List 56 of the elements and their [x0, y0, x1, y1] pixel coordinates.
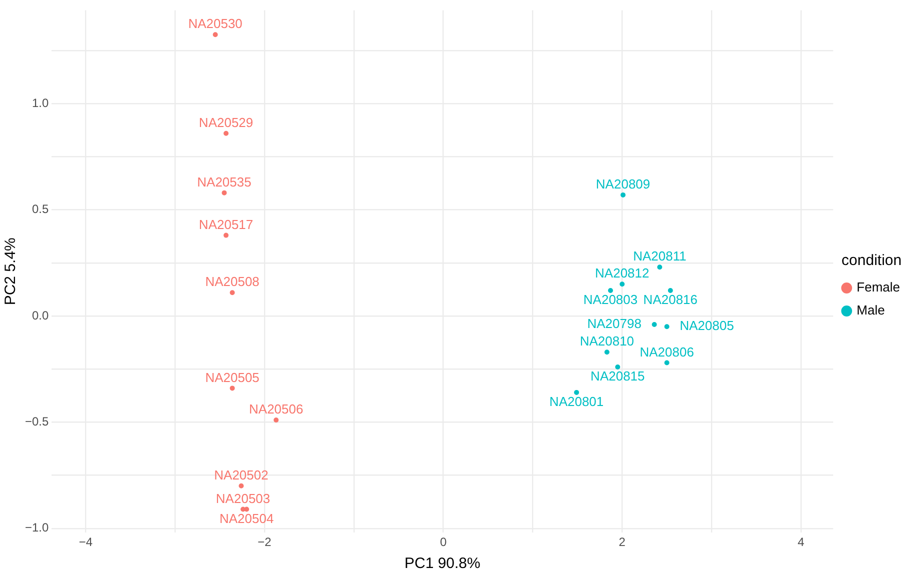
x-tick-label: 4 [798, 535, 805, 550]
point [224, 130, 229, 136]
data-label: NA20803 [583, 292, 638, 308]
data-label: NA20503 [216, 490, 270, 506]
data-label: NA20816 [643, 292, 698, 308]
point [224, 232, 229, 238]
y-tick-label: 0.5 [32, 202, 50, 216]
point [274, 418, 279, 423]
data-label: NA20801 [549, 394, 604, 410]
x-tick-label: −2 [258, 535, 272, 550]
y-axis-title: PC2 5.4% [2, 238, 20, 306]
data-label: NA20530 [188, 16, 242, 32]
x-tick-label: −4 [78, 535, 93, 550]
y-tick-label: 0.0 [32, 308, 50, 322]
data-label: NA20806 [640, 344, 694, 360]
data-label: NA20805 [680, 318, 734, 334]
point [230, 386, 235, 391]
data-label: NA20535 [197, 174, 252, 190]
point [238, 483, 244, 488]
x-tick-label: 0 [440, 535, 447, 550]
point [212, 32, 218, 38]
point [222, 190, 227, 196]
point [652, 322, 657, 327]
x-axis-title: PC1 90.8% [404, 555, 480, 572]
point [620, 192, 626, 198]
y-tick-label: 1.0 [32, 96, 50, 110]
data-label: NA20815 [590, 368, 645, 384]
point [620, 282, 625, 287]
data-label: NA20811 [633, 248, 686, 264]
legend-title: condition [842, 252, 902, 270]
point [664, 324, 670, 330]
data-label: NA20529 [198, 114, 254, 130]
point [604, 350, 610, 355]
point [664, 360, 670, 366]
data-label: NA20502 [214, 467, 268, 482]
point [244, 506, 250, 512]
x-tick-label: 2 [618, 535, 626, 550]
y-tick-label: −1.0 [24, 520, 49, 535]
data-label: NA20812 [595, 266, 650, 281]
data-label: NA20810 [580, 334, 634, 349]
point [230, 290, 235, 296]
data-label: NA20517 [198, 216, 254, 232]
data-label: NA20809 [596, 176, 650, 192]
point [657, 264, 662, 270]
point [668, 288, 673, 294]
point [608, 288, 614, 294]
data-label: NA20504 [220, 510, 274, 526]
legend-label: Male [856, 302, 885, 318]
data-label: NA20506 [249, 402, 304, 417]
data-label: NA20505 [205, 370, 260, 385]
data-label: NA20508 [205, 274, 260, 290]
data-label: NA20798 [587, 316, 642, 332]
point [574, 390, 580, 395]
point [615, 364, 620, 370]
y-tick-label: −0.5 [24, 414, 49, 428]
legend-label: Female [856, 280, 900, 295]
